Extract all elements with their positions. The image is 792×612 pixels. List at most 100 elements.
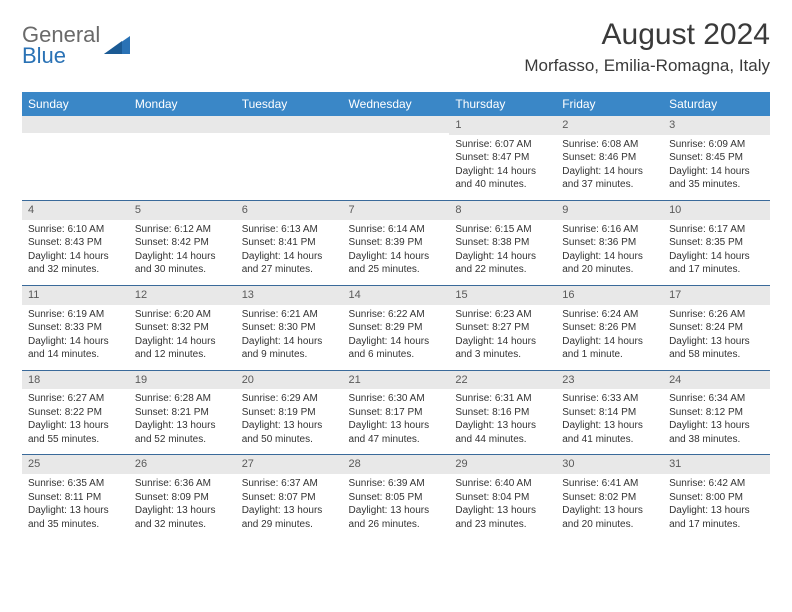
day-sunset: Sunset: 8:29 PM xyxy=(349,321,444,335)
day-number: 2 xyxy=(556,116,663,135)
calendar-day-cell: 23Sunrise: 6:33 AMSunset: 8:14 PMDayligh… xyxy=(556,370,663,455)
day-body: Sunrise: 6:20 AMSunset: 8:32 PMDaylight:… xyxy=(129,305,236,370)
day-number: 4 xyxy=(22,201,129,220)
day-body: Sunrise: 6:40 AMSunset: 8:04 PMDaylight:… xyxy=(449,474,556,539)
day-sunset: Sunset: 8:46 PM xyxy=(562,151,657,165)
calendar-day-cell xyxy=(343,116,450,200)
day-sunrise: Sunrise: 6:14 AM xyxy=(349,223,444,237)
day-number: 12 xyxy=(129,286,236,305)
day-sunset: Sunset: 8:21 PM xyxy=(135,406,230,420)
day-body: Sunrise: 6:37 AMSunset: 8:07 PMDaylight:… xyxy=(236,474,343,539)
calendar-day-cell: 31Sunrise: 6:42 AMSunset: 8:00 PMDayligh… xyxy=(663,455,770,539)
day-daylight: Daylight: 14 hours and 27 minutes. xyxy=(242,250,337,277)
month-title: August 2024 xyxy=(524,18,770,52)
day-number: 26 xyxy=(129,455,236,474)
day-sunset: Sunset: 8:43 PM xyxy=(28,236,123,250)
day-body: Sunrise: 6:24 AMSunset: 8:26 PMDaylight:… xyxy=(556,305,663,370)
day-daylight: Daylight: 14 hours and 1 minute. xyxy=(562,335,657,362)
day-number: 16 xyxy=(556,286,663,305)
day-sunset: Sunset: 8:07 PM xyxy=(242,491,337,505)
calendar-week-row: 11Sunrise: 6:19 AMSunset: 8:33 PMDayligh… xyxy=(22,285,770,370)
day-sunset: Sunset: 8:35 PM xyxy=(669,236,764,250)
calendar-day-cell: 13Sunrise: 6:21 AMSunset: 8:30 PMDayligh… xyxy=(236,285,343,370)
title-block: August 2024 Morfasso, Emilia-Romagna, It… xyxy=(524,18,770,76)
day-body: Sunrise: 6:41 AMSunset: 8:02 PMDaylight:… xyxy=(556,474,663,539)
day-sunrise: Sunrise: 6:33 AM xyxy=(562,392,657,406)
day-body: Sunrise: 6:14 AMSunset: 8:39 PMDaylight:… xyxy=(343,220,450,285)
day-daylight: Daylight: 13 hours and 17 minutes. xyxy=(669,504,764,531)
calendar-table: Sunday Monday Tuesday Wednesday Thursday… xyxy=(22,92,770,539)
day-number: 18 xyxy=(22,371,129,390)
day-number: 5 xyxy=(129,201,236,220)
day-sunset: Sunset: 8:42 PM xyxy=(135,236,230,250)
day-number: 8 xyxy=(449,201,556,220)
calendar-day-cell: 25Sunrise: 6:35 AMSunset: 8:11 PMDayligh… xyxy=(22,455,129,539)
calendar-day-cell: 14Sunrise: 6:22 AMSunset: 8:29 PMDayligh… xyxy=(343,285,450,370)
day-sunset: Sunset: 8:33 PM xyxy=(28,321,123,335)
day-body: Sunrise: 6:08 AMSunset: 8:46 PMDaylight:… xyxy=(556,135,663,200)
calendar-day-cell: 26Sunrise: 6:36 AMSunset: 8:09 PMDayligh… xyxy=(129,455,236,539)
day-daylight: Daylight: 13 hours and 26 minutes. xyxy=(349,504,444,531)
day-daylight: Daylight: 13 hours and 50 minutes. xyxy=(242,419,337,446)
day-sunrise: Sunrise: 6:37 AM xyxy=(242,477,337,491)
day-sunset: Sunset: 8:19 PM xyxy=(242,406,337,420)
calendar-day-cell: 18Sunrise: 6:27 AMSunset: 8:22 PMDayligh… xyxy=(22,370,129,455)
day-number: 17 xyxy=(663,286,770,305)
day-daylight: Daylight: 13 hours and 23 minutes. xyxy=(455,504,550,531)
day-number: 29 xyxy=(449,455,556,474)
brand-logo: General Blue xyxy=(22,18,130,67)
day-sunset: Sunset: 8:02 PM xyxy=(562,491,657,505)
calendar-day-cell: 3Sunrise: 6:09 AMSunset: 8:45 PMDaylight… xyxy=(663,116,770,200)
day-daylight: Daylight: 13 hours and 44 minutes. xyxy=(455,419,550,446)
day-number: 31 xyxy=(663,455,770,474)
day-sunrise: Sunrise: 6:29 AM xyxy=(242,392,337,406)
day-number: 30 xyxy=(556,455,663,474)
calendar-day-cell: 7Sunrise: 6:14 AMSunset: 8:39 PMDaylight… xyxy=(343,200,450,285)
day-sunset: Sunset: 8:14 PM xyxy=(562,406,657,420)
day-sunrise: Sunrise: 6:16 AM xyxy=(562,223,657,237)
day-body: Sunrise: 6:26 AMSunset: 8:24 PMDaylight:… xyxy=(663,305,770,370)
day-sunrise: Sunrise: 6:13 AM xyxy=(242,223,337,237)
day-daylight: Daylight: 14 hours and 14 minutes. xyxy=(28,335,123,362)
day-daylight: Daylight: 13 hours and 58 minutes. xyxy=(669,335,764,362)
calendar-week-row: 1Sunrise: 6:07 AMSunset: 8:47 PMDaylight… xyxy=(22,116,770,200)
day-body: Sunrise: 6:31 AMSunset: 8:16 PMDaylight:… xyxy=(449,389,556,454)
day-sunset: Sunset: 8:47 PM xyxy=(455,151,550,165)
day-number: 25 xyxy=(22,455,129,474)
day-body: Sunrise: 6:34 AMSunset: 8:12 PMDaylight:… xyxy=(663,389,770,454)
weekday-header: Wednesday xyxy=(343,92,450,116)
calendar-day-cell: 20 Sunrise: 6:29 AMSunset: 8:19 PMDayligh… xyxy=(236,370,343,455)
day-sunrise: Sunrise: 6:09 AM xyxy=(669,138,764,152)
day-sunset: Sunset: 8:04 PM xyxy=(455,491,550,505)
calendar-day-cell: 28Sunrise: 6:39 AMSunset: 8:05 PMDayligh… xyxy=(343,455,450,539)
day-sunrise: Sunrise: 6:08 AM xyxy=(562,138,657,152)
day-sunset: Sunset: 8:41 PM xyxy=(242,236,337,250)
day-sunrise: Sunrise: 6:34 AM xyxy=(669,392,764,406)
day-daylight: Daylight: 14 hours and 20 minutes. xyxy=(562,250,657,277)
day-sunset: Sunset: 8:39 PM xyxy=(349,236,444,250)
day-daylight: Daylight: 14 hours and 17 minutes. xyxy=(669,250,764,277)
day-sunrise: Sunrise: 6:15 AM xyxy=(455,223,550,237)
day-daylight: Daylight: 14 hours and 3 minutes. xyxy=(455,335,550,362)
day-number: 9 xyxy=(556,201,663,220)
brand-word-2: Blue xyxy=(22,45,100,67)
day-number: 21 xyxy=(343,371,450,390)
location-subtitle: Morfasso, Emilia-Romagna, Italy xyxy=(524,56,770,76)
day-sunset: Sunset: 8:09 PM xyxy=(135,491,230,505)
day-body: Sunrise: 6:28 AMSunset: 8:21 PMDaylight:… xyxy=(129,389,236,454)
day-sunset: Sunset: 8:32 PM xyxy=(135,321,230,335)
calendar-day-cell xyxy=(129,116,236,200)
calendar-day-cell: 27Sunrise: 6:37 AMSunset: 8:07 PMDayligh… xyxy=(236,455,343,539)
day-daylight: Daylight: 13 hours and 38 minutes. xyxy=(669,419,764,446)
weekday-header: Saturday xyxy=(663,92,770,116)
day-body: Sunrise: 6:12 AMSunset: 8:42 PMDaylight:… xyxy=(129,220,236,285)
day-sunrise: Sunrise: 6:30 AM xyxy=(349,392,444,406)
day-number: 20 xyxy=(236,371,343,390)
calendar-day-cell: 11Sunrise: 6:19 AMSunset: 8:33 PMDayligh… xyxy=(22,285,129,370)
day-sunset: Sunset: 8:36 PM xyxy=(562,236,657,250)
day-sunset: Sunset: 8:45 PM xyxy=(669,151,764,165)
day-sunrise: Sunrise: 6:31 AM xyxy=(455,392,550,406)
calendar-day-cell: 22Sunrise: 6:31 AMSunset: 8:16 PMDayligh… xyxy=(449,370,556,455)
day-number: 24 xyxy=(663,371,770,390)
page-header: General Blue August 2024 Morfasso, Emili… xyxy=(22,18,770,76)
